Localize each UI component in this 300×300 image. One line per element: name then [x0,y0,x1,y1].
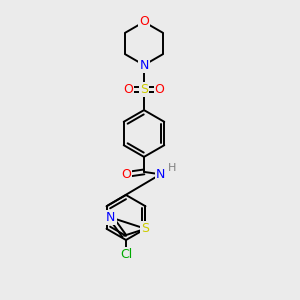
Text: N: N [106,211,116,224]
Text: O: O [139,15,149,28]
Text: O: O [121,168,131,181]
Text: S: S [142,222,149,235]
Text: N: N [139,58,149,72]
Text: H: H [168,163,176,173]
Text: O: O [124,83,133,96]
Text: Cl: Cl [120,248,132,261]
Text: O: O [155,83,164,96]
Text: S: S [140,83,148,96]
Text: N: N [156,168,165,181]
